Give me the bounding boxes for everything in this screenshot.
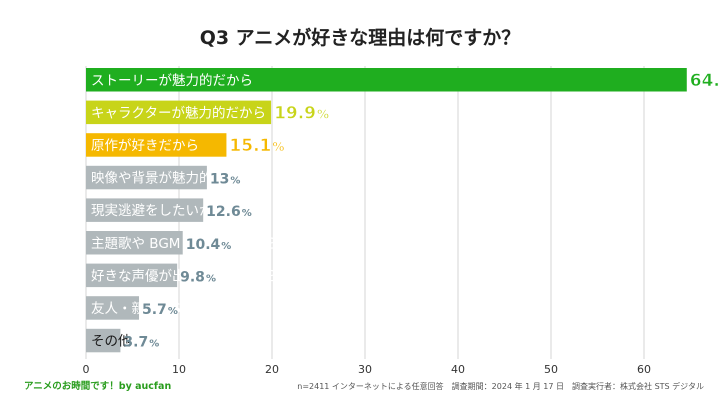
- bars: ストーリーが魅力的だから 64.6% キャラクターが魅力的だから 19.9% 原作が好き…: [86, 68, 720, 353]
- category-label: ストーリーが魅力的だから: [91, 73, 253, 89]
- category-label: 友人・親族・SNS でおすすめされたから: [91, 301, 339, 317]
- bar: [86, 68, 687, 92]
- x-tick-label: 0: [83, 363, 90, 376]
- x-tick-label: 30: [358, 363, 372, 376]
- category-label: 原作が好きだから: [91, 138, 199, 154]
- data-label: 15.1%: [229, 136, 284, 156]
- bar: [86, 100, 272, 125]
- x-tick-label: 40: [451, 363, 465, 376]
- data-label: 64.6%: [690, 71, 720, 91]
- category-label: その他: [91, 334, 132, 350]
- x-tick-label: 20: [265, 363, 279, 376]
- bar: [86, 296, 140, 320]
- category-label: 映像や背景が魅力的だから: [91, 171, 253, 187]
- x-tick-label: 10: [172, 363, 186, 376]
- data-label: 19.9%: [274, 103, 329, 123]
- footer-credit: アニメのお時間です！by aucfan: [24, 380, 171, 392]
- bar: [86, 198, 204, 222]
- data-label: 10.4%: [186, 237, 232, 253]
- category-label: 主題歌や BGM が魅力的だから: [91, 236, 279, 252]
- footer-survey-note: n=2411 インターネットによる任意回答 調査期間：2024 年 1 月 17…: [297, 381, 704, 391]
- x-axis-ticks: 0 10 20 30 40 50 60: [83, 363, 652, 376]
- category-label: 好きな声優が出演していたから: [91, 268, 280, 284]
- bar: [86, 263, 178, 288]
- data-label: 5.7%: [142, 302, 178, 318]
- bar: [86, 328, 121, 353]
- data-label: 13%: [210, 172, 241, 188]
- bar: [86, 133, 227, 157]
- data-label: 3.7%: [123, 335, 159, 351]
- x-tick-label: 60: [637, 363, 651, 376]
- data-label: 9.8%: [180, 269, 216, 285]
- category-label: キャラクターが魅力的だから: [91, 105, 266, 121]
- chart-title: Q3 アニメが好きな理由は何ですか？: [200, 26, 521, 49]
- x-tick-label: 50: [544, 363, 558, 376]
- bar: [86, 231, 183, 255]
- data-label: 12.6%: [206, 204, 252, 220]
- category-label: 現実逃避をしたいから: [91, 203, 226, 219]
- bar: [86, 165, 207, 190]
